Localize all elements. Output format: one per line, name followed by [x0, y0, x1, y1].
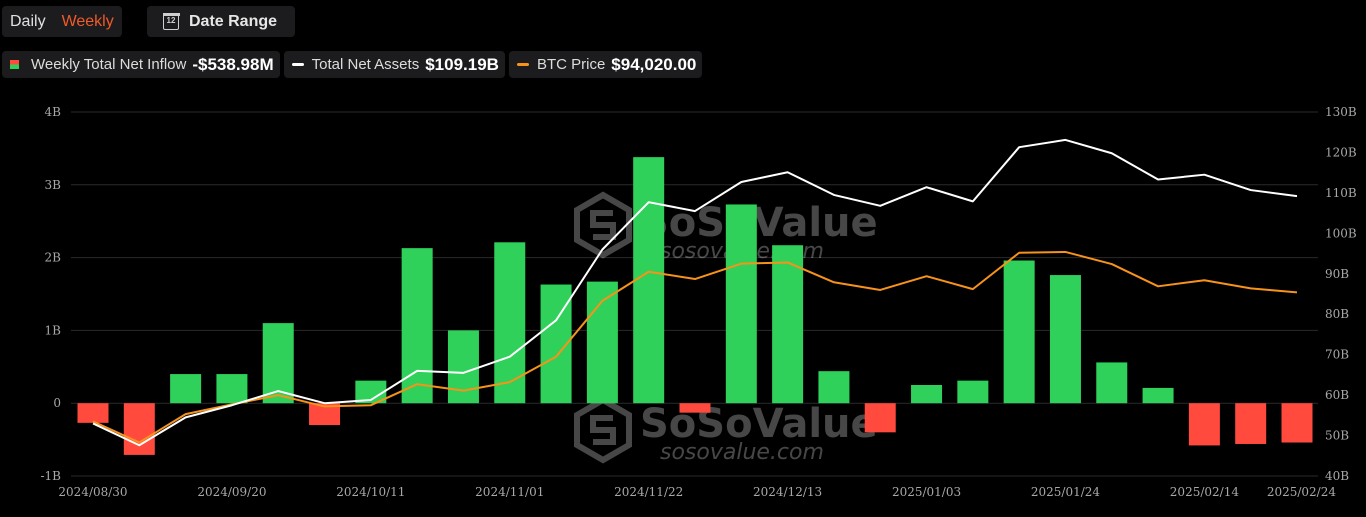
inflow-bar	[262, 323, 294, 404]
y-left-tick-label: 2B	[45, 251, 62, 265]
assets-swatch-icon	[291, 63, 304, 66]
y-right-tick-label: 130B	[1325, 105, 1357, 119]
inflow-bar	[1049, 275, 1081, 404]
inflow-bar	[679, 403, 711, 413]
y-right-tick-label: 100B	[1325, 226, 1357, 240]
interval-toggle: Daily Weekly	[2, 6, 122, 37]
inflow-bar	[355, 380, 387, 404]
total-net-assets-line	[92, 138, 1298, 447]
y-right-tick-label: 50B	[1325, 429, 1349, 443]
inflow-bar	[911, 385, 943, 404]
series-lines	[92, 138, 1298, 447]
inflow-bar	[309, 403, 341, 426]
inflow-bar	[864, 403, 896, 433]
legend-btc-value: $94,020.00	[611, 54, 697, 74]
inflow-bar	[401, 248, 433, 404]
inflow-bar	[1188, 403, 1220, 446]
inflow-bar	[772, 245, 804, 404]
inflow-bar	[123, 403, 155, 455]
y-right-tick-label: 90B	[1325, 267, 1349, 281]
x-tick-label: 2024/11/01	[475, 485, 544, 499]
watermark-logo-icon	[574, 191, 632, 259]
chart-legend: Weekly Total Net Inflow -$538.98M Total …	[2, 51, 703, 78]
y-left-tick-label: 3B	[45, 178, 62, 192]
axes: -1B 0 1B 2B 3B 4B 40B 50B 60B 70B 80B 90B 100B 110B 12…	[40, 105, 1356, 499]
y-left-tick-label: 1B	[45, 323, 62, 337]
legend-item-btc[interactable]: BTC Price $94,020.00	[508, 51, 703, 78]
inflow-bar	[1235, 403, 1267, 444]
inflow-bar	[1096, 362, 1128, 404]
inflow-bar	[77, 403, 109, 423]
y-right-tick-label: 70B	[1325, 348, 1349, 362]
date-range-button[interactable]: 12 Date Range	[147, 6, 295, 37]
watermark-url-2: sosovalue.com	[660, 440, 824, 465]
legend-btc-label: BTC Price	[536, 56, 606, 73]
inflow-bar	[818, 371, 850, 404]
x-tick-label: 2024/08/30	[58, 485, 127, 499]
inflow-bar	[447, 330, 479, 404]
calendar-icon: 12	[162, 13, 180, 30]
x-tick-label: 2024/12/13	[753, 485, 822, 499]
inflow-bar	[494, 242, 526, 404]
x-tick-label: 2025/02/14	[1170, 485, 1240, 499]
legend-inflow-label: Weekly Total Net Inflow	[31, 56, 187, 73]
inflow-bar	[1142, 387, 1174, 404]
x-tick-label: 2025/01/03	[892, 485, 961, 499]
x-tick-label: 2024/09/20	[197, 485, 266, 499]
x-tick-label: 2025/01/24	[1031, 485, 1101, 499]
y-right-tick-label: 110B	[1325, 186, 1357, 200]
inflow-swatch-icon	[10, 60, 19, 69]
weekly-toggle-button[interactable]: Weekly	[61, 12, 114, 30]
y-right-tick-label: 60B	[1325, 388, 1349, 402]
inflow-bar	[633, 157, 665, 404]
inflow-bar	[216, 374, 248, 404]
watermark-logo-icon-2	[574, 396, 632, 464]
btc-swatch-icon	[516, 63, 529, 66]
x-tick-label: 2024/10/11	[336, 485, 405, 499]
inflow-bar	[170, 374, 202, 404]
legend-item-assets[interactable]: Total Net Assets $109.19B	[283, 51, 505, 78]
y-right-tick-label: 80B	[1325, 307, 1349, 321]
btc-price-line	[92, 250, 1298, 444]
y-right-tick-label: 120B	[1325, 145, 1357, 159]
inflow-bar	[1003, 260, 1035, 404]
legend-assets-label: Total Net Assets	[311, 56, 420, 73]
x-tick-label: 2024/11/22	[614, 485, 683, 499]
daily-toggle-button[interactable]: Daily	[10, 12, 46, 30]
legend-assets-value: $109.19B	[425, 54, 499, 74]
inflow-bar	[957, 380, 989, 404]
legend-inflow-value: -$538.98M	[192, 54, 274, 74]
x-tick-label: 2025/02/24	[1267, 485, 1337, 499]
y-left-tick-label: -1B	[40, 469, 61, 483]
inflow-bar	[1281, 403, 1313, 443]
legend-item-inflow[interactable]: Weekly Total Net Inflow -$538.98M	[2, 51, 280, 78]
y-left-tick-label: 4B	[45, 105, 62, 119]
inflow-bar	[725, 204, 757, 404]
y-left-tick-label: 0	[53, 396, 61, 410]
date-range-label: Date Range	[189, 12, 278, 30]
y-right-tick-label: 40B	[1325, 469, 1349, 483]
